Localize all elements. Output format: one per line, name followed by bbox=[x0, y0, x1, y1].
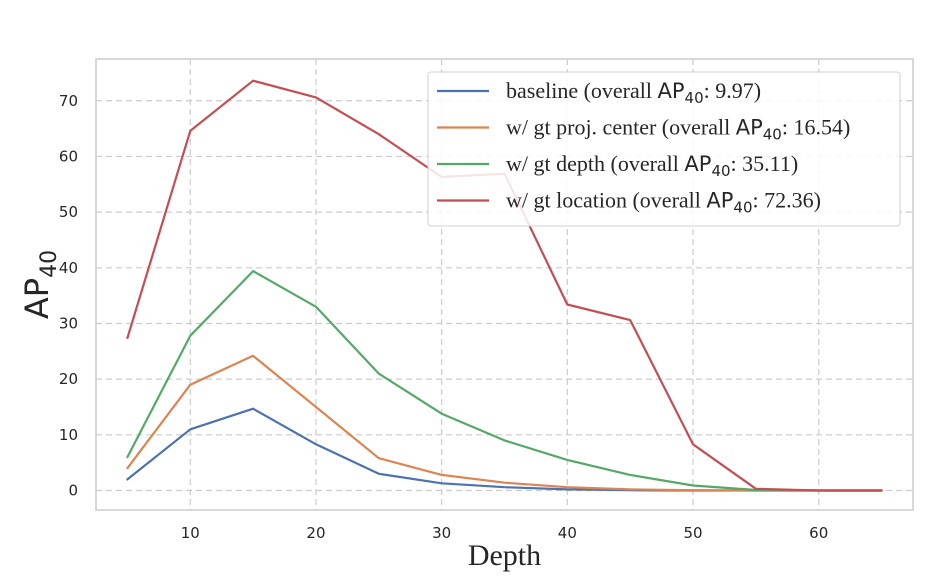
plot-area-frame bbox=[95, 58, 914, 511]
axis-tick-labels: 10 20 30 40 50 60 0 10 20 30 40 50 60 70 bbox=[59, 92, 828, 542]
y-tick-label-0: 0 bbox=[68, 482, 78, 500]
series-line-3 bbox=[126, 270, 883, 492]
legend-label-2: w/ gt proj. center (overall AP40: 16.54) bbox=[506, 115, 850, 144]
y-tick-label-60: 60 bbox=[59, 147, 78, 165]
y-tick-label-70: 70 bbox=[59, 92, 78, 110]
x-tick-label-40: 40 bbox=[558, 524, 577, 542]
legend-box bbox=[427, 71, 901, 227]
x-axis-label: Depth bbox=[468, 539, 541, 572]
y-tick-label-10: 10 bbox=[59, 426, 78, 444]
x-tick-label-30: 30 bbox=[432, 524, 451, 542]
y-tick-label-30: 30 bbox=[59, 314, 78, 332]
legend: baseline (overall AP40: 9.97) w/ gt proj.… bbox=[427, 71, 901, 227]
x-tick-label-60: 60 bbox=[809, 524, 828, 542]
series-line-2 bbox=[126, 354, 883, 492]
y-tick-label-20: 20 bbox=[59, 370, 78, 388]
y-axis-label-main: AP bbox=[18, 278, 56, 319]
legend-label-3: w/ gt depth (overall AP40: 35.11) bbox=[506, 151, 798, 180]
legend-label-4: w/ gt location (overall AP40: 72.36) bbox=[506, 188, 821, 217]
legend-label-1: baseline (overall AP40: 9.97) bbox=[506, 78, 761, 107]
y-tick-label-40: 40 bbox=[59, 259, 78, 277]
series-line-1 bbox=[126, 407, 883, 492]
y-axis-label: AP40 bbox=[18, 250, 62, 319]
x-tick-label-50: 50 bbox=[683, 524, 702, 542]
y-axis-label-subscript: 40 bbox=[37, 250, 62, 278]
y-tick-label-50: 50 bbox=[59, 203, 78, 221]
x-tick-label-20: 20 bbox=[306, 524, 325, 542]
x-tick-label-10: 10 bbox=[181, 524, 200, 542]
